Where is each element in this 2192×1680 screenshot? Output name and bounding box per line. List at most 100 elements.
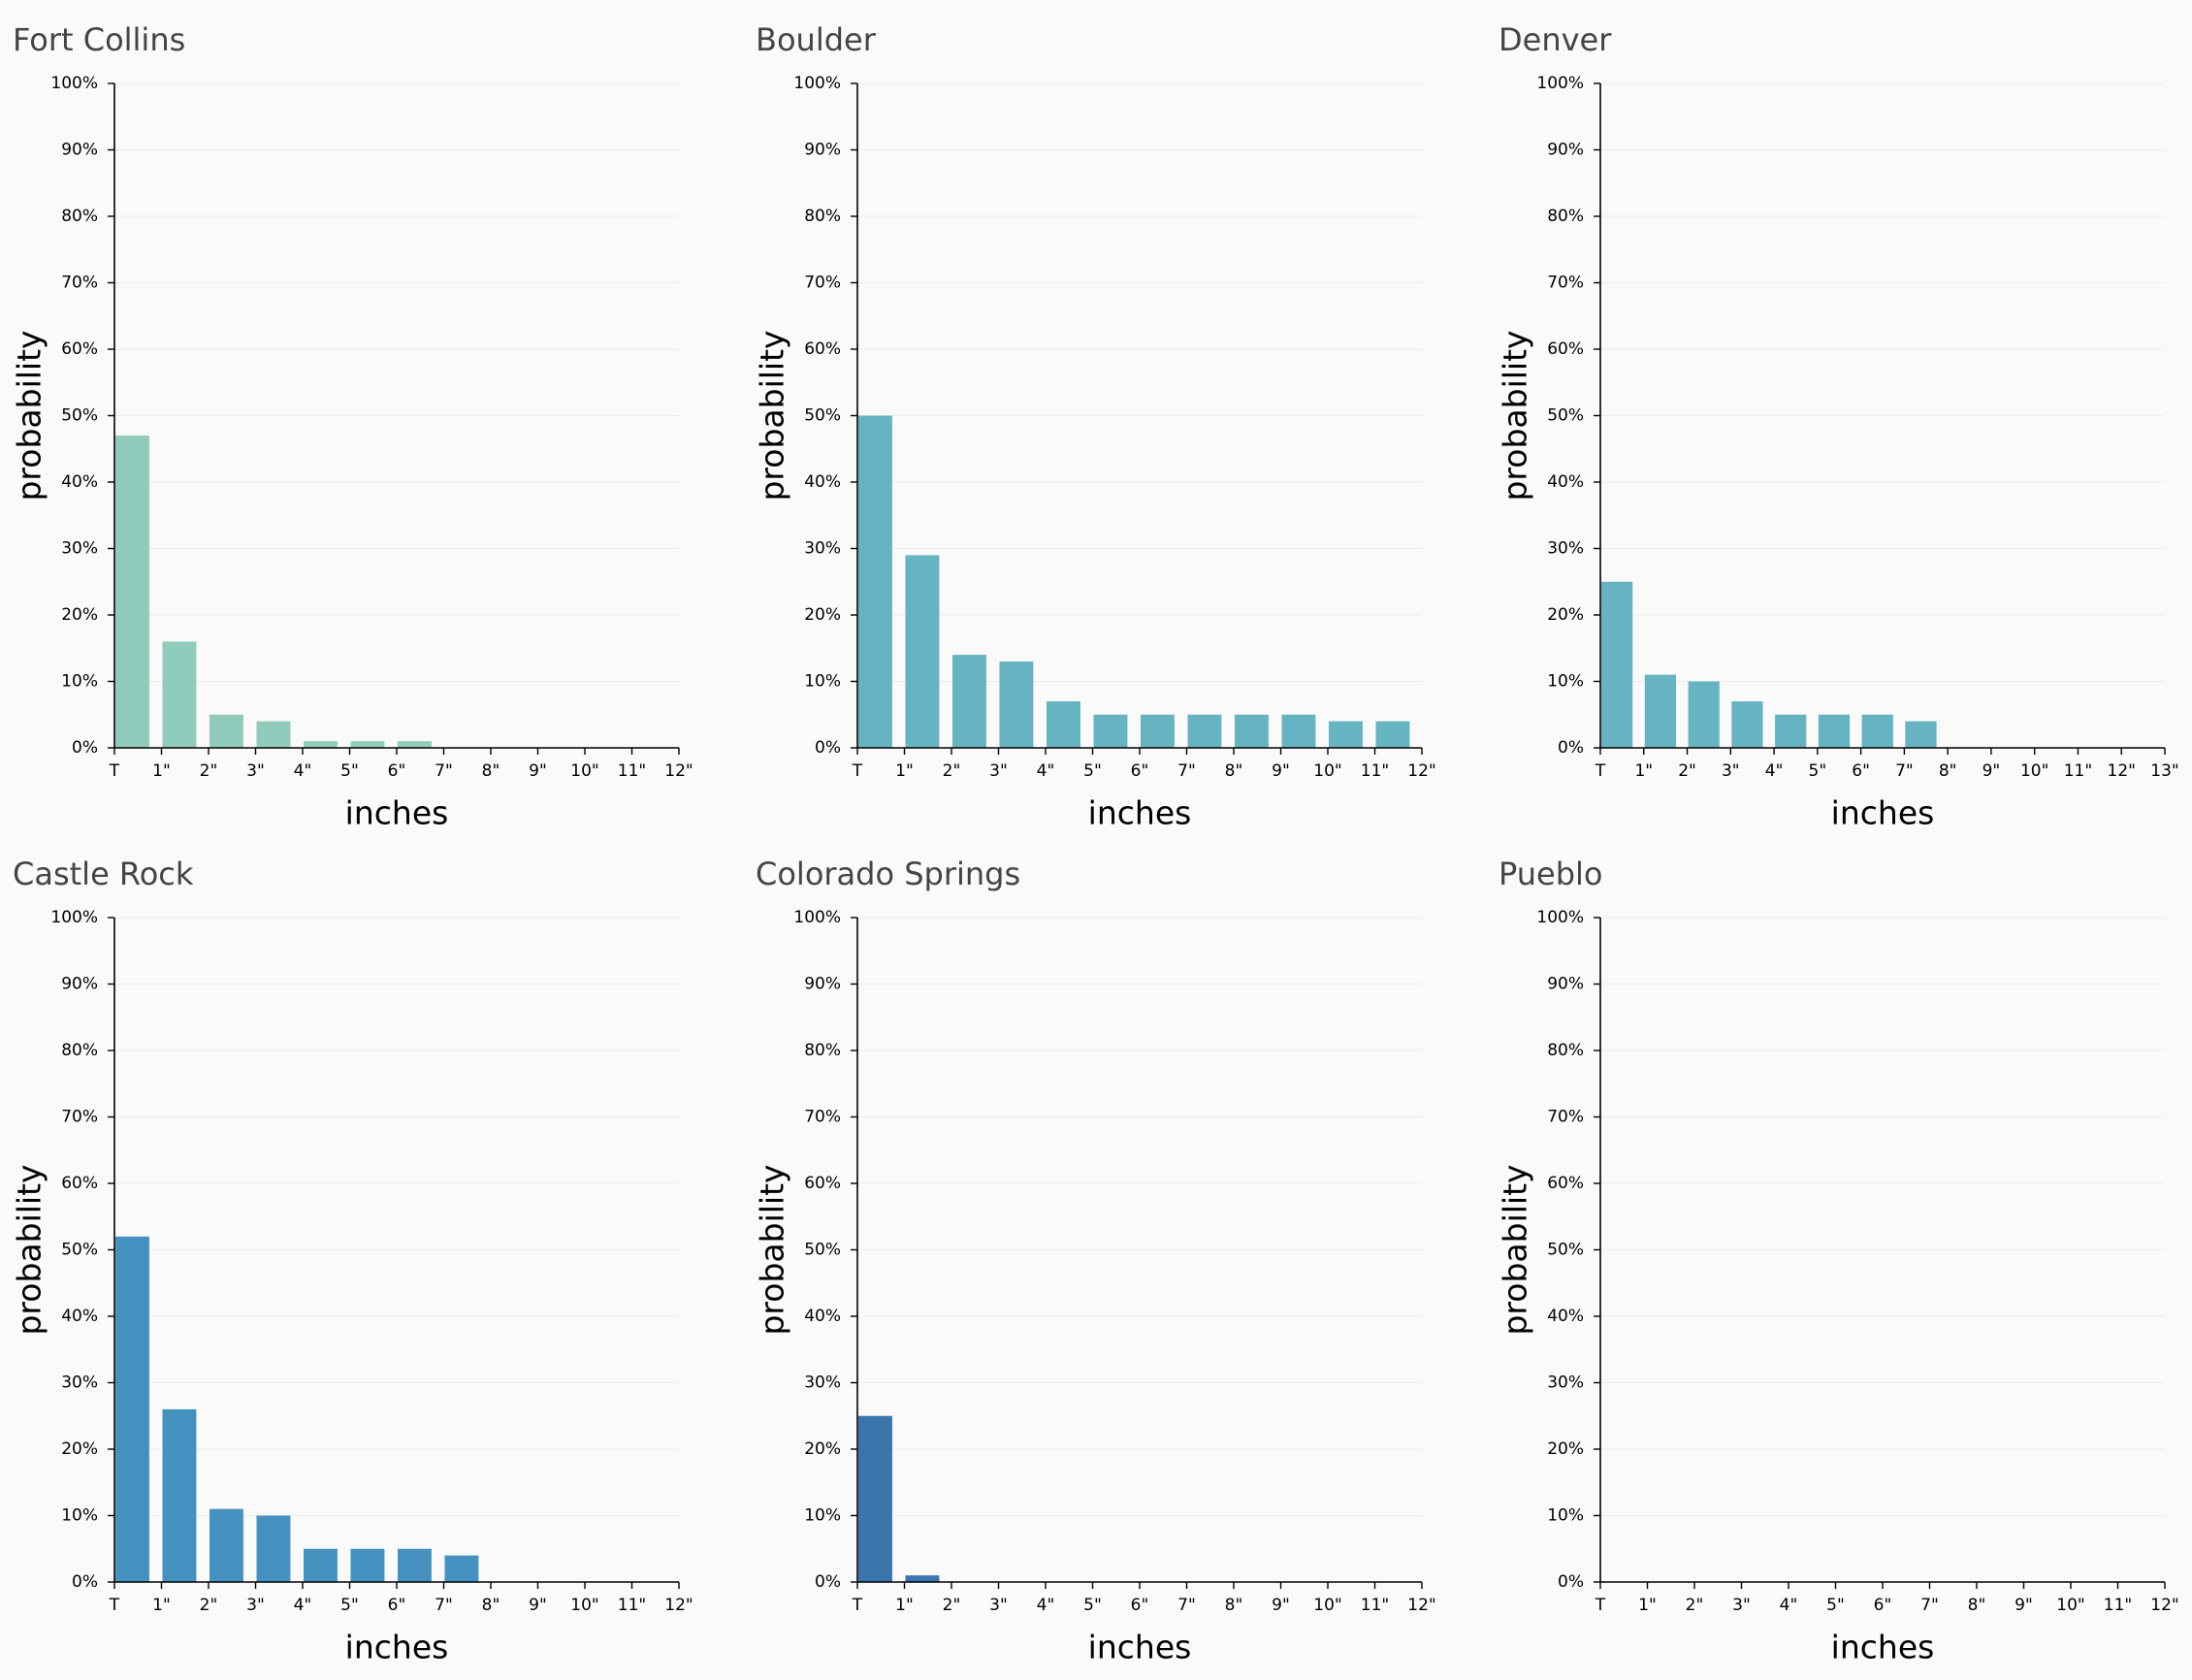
- y-tick-label: 80%: [804, 1041, 841, 1060]
- y-tick-label: 40%: [804, 1307, 841, 1326]
- x-tick-label: 3": [1722, 761, 1740, 781]
- x-tick-label: 5": [1083, 1596, 1102, 1615]
- chart-panel: Castle Rock 0% 10% 20% 30% 40% 50% 60% 70% 80% 90%…: [11, 856, 693, 1666]
- chart-panel: Pueblo 0% 10% 20% 30% 40% 50% 60% 70% 80% 90% 100% T…: [1497, 856, 2179, 1666]
- y-tick-label: 0%: [72, 738, 98, 758]
- x-tick-label: 3": [246, 1596, 265, 1615]
- bar: [350, 741, 385, 748]
- x-tick-label: 8": [1939, 761, 1957, 781]
- x-tick-label: 10": [570, 761, 598, 781]
- bar: [1235, 714, 1269, 748]
- y-tick-label: 70%: [804, 274, 841, 293]
- x-tick-label: 4": [1037, 761, 1055, 781]
- y-tick-label: 30%: [1547, 1373, 1584, 1393]
- y-tick-label: 80%: [1547, 207, 1584, 226]
- x-tick-label: T: [1595, 761, 1606, 781]
- chart-title: Denver: [1499, 21, 1612, 58]
- y-axis-label: probability: [754, 1164, 791, 1335]
- x-tick-label: 13": [2150, 761, 2178, 781]
- x-tick-label: 12": [2150, 1596, 2178, 1615]
- x-tick-label: 7": [435, 761, 453, 781]
- x-tick-label: 8": [1968, 1596, 1986, 1615]
- chart-panel: Colorado Springs 0% 10% 20% 30% 40% 50% 60% 70% 8…: [754, 856, 1436, 1666]
- y-tick-label: 70%: [804, 1108, 841, 1127]
- bar: [304, 741, 338, 748]
- x-tick-label: 8": [1225, 1596, 1243, 1615]
- chart-title: Fort Collins: [13, 21, 185, 58]
- x-tick-label: 9": [529, 761, 547, 781]
- bar: [1093, 714, 1128, 748]
- bar: [210, 714, 243, 748]
- x-tick-label: 6": [388, 761, 406, 781]
- x-tick-label: 9": [529, 1596, 547, 1615]
- y-tick-label: 30%: [61, 1373, 98, 1393]
- x-tick-label: 7": [1177, 761, 1196, 781]
- x-tick-label: 8": [1225, 761, 1243, 781]
- y-tick-label: 40%: [1547, 472, 1584, 492]
- x-tick-label: T: [109, 1596, 120, 1615]
- y-tick-label: 20%: [1547, 1439, 1584, 1459]
- y-tick-label: 70%: [1547, 274, 1584, 293]
- y-tick-label: 90%: [804, 141, 841, 160]
- y-tick-label: 20%: [61, 1439, 98, 1459]
- y-tick-label: 60%: [1547, 1174, 1584, 1193]
- y-axis-label: probability: [754, 330, 791, 501]
- x-tick-label: 10": [1313, 1596, 1341, 1615]
- x-tick-label: 9": [1982, 761, 2001, 781]
- x-tick-label: 3": [989, 1596, 1008, 1615]
- x-tick-label: 5": [340, 761, 359, 781]
- y-tick-label: 30%: [804, 539, 841, 559]
- bar: [1047, 701, 1080, 748]
- bar: [858, 1415, 892, 1582]
- y-tick-label: 60%: [804, 1174, 841, 1193]
- bar: [905, 555, 940, 748]
- bar: [256, 721, 291, 748]
- x-tick-label: 1": [152, 761, 171, 781]
- x-tick-label: 4": [1765, 761, 1784, 781]
- y-axis-label: probability: [11, 1164, 48, 1335]
- bar: [952, 655, 986, 748]
- x-tick-label: 6": [1131, 1596, 1149, 1615]
- y-tick-label: 100%: [50, 74, 98, 93]
- x-tick-label: 12": [664, 761, 693, 781]
- x-tick-label: 5": [340, 1596, 359, 1615]
- y-tick-label: 90%: [61, 975, 98, 994]
- bar: [1329, 721, 1363, 748]
- x-tick-label: 1": [152, 1596, 171, 1615]
- bar: [256, 1515, 291, 1582]
- x-tick-label: 4": [294, 761, 312, 781]
- x-tick-label: 4": [1037, 1596, 1055, 1615]
- bar: [1818, 714, 1851, 748]
- bar: [210, 1508, 243, 1582]
- y-tick-label: 0%: [1558, 1572, 1584, 1592]
- x-tick-label: 11": [618, 1596, 646, 1615]
- chart-panel: Fort Collins 0% 10% 20% 30% 40% 50% 60% 70% 80% 90…: [11, 21, 693, 832]
- y-tick-label: 80%: [61, 207, 98, 226]
- x-tick-label: 3": [246, 761, 265, 781]
- bar: [444, 1555, 479, 1582]
- y-tick-label: 10%: [61, 672, 98, 692]
- y-tick-label: 10%: [804, 1506, 841, 1526]
- chart-title: Pueblo: [1499, 856, 1602, 892]
- y-tick-label: 20%: [61, 605, 98, 625]
- x-tick-label: 10": [1313, 761, 1341, 781]
- x-tick-label: 11": [1361, 1596, 1389, 1615]
- y-axis-label: probability: [1497, 330, 1534, 501]
- y-tick-label: 50%: [804, 1241, 841, 1260]
- y-tick-label: 80%: [1547, 1041, 1584, 1060]
- x-tick-label: T: [852, 761, 863, 781]
- bar: [304, 1548, 338, 1582]
- x-tick-label: 2": [200, 1596, 218, 1615]
- x-tick-label: 5": [1083, 761, 1102, 781]
- x-tick-label: T: [109, 761, 120, 781]
- y-tick-label: 20%: [804, 1439, 841, 1459]
- x-tick-label: 7": [435, 1596, 453, 1615]
- x-axis-label: inches: [345, 794, 449, 832]
- x-tick-label: 1": [1638, 1596, 1657, 1615]
- x-tick-label: 5": [1826, 1596, 1845, 1615]
- bar: [1375, 721, 1410, 748]
- bar: [858, 415, 892, 748]
- y-tick-label: 100%: [1536, 908, 1584, 927]
- x-tick-label: 11": [1361, 761, 1389, 781]
